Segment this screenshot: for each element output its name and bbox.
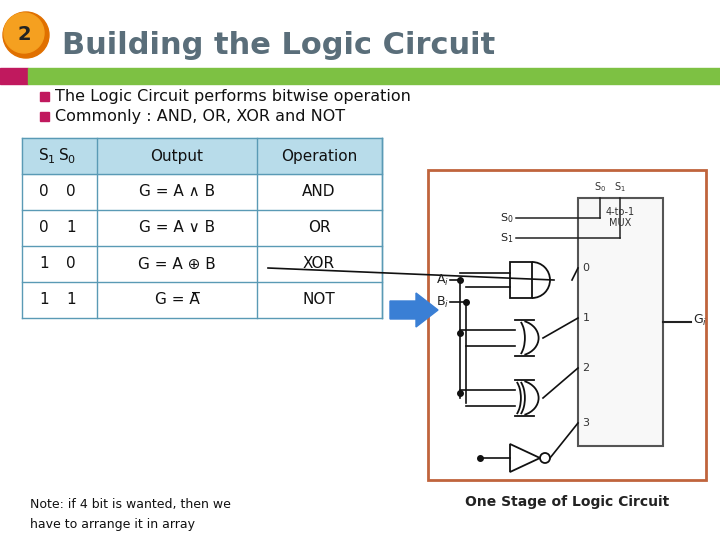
Text: 0: 0 bbox=[66, 256, 76, 272]
Text: 2: 2 bbox=[582, 363, 590, 373]
Text: XOR: XOR bbox=[303, 256, 335, 272]
Text: 1: 1 bbox=[66, 220, 76, 235]
Text: The Logic Circuit performs bitwise operation: The Logic Circuit performs bitwise opera… bbox=[55, 90, 411, 105]
Text: 1: 1 bbox=[39, 256, 49, 272]
Text: 0: 0 bbox=[66, 185, 76, 199]
Text: G = A ∨ B: G = A ∨ B bbox=[139, 220, 215, 235]
Text: 0: 0 bbox=[39, 220, 49, 235]
Text: Output: Output bbox=[150, 148, 204, 164]
FancyArrow shape bbox=[390, 293, 438, 327]
Text: A$_i$: A$_i$ bbox=[436, 273, 449, 287]
Text: 3: 3 bbox=[582, 418, 590, 428]
Circle shape bbox=[3, 12, 49, 58]
Text: Note: if 4 bit is wanted, then we
have to arrange it in array: Note: if 4 bit is wanted, then we have t… bbox=[30, 498, 231, 531]
Text: S$_1$: S$_1$ bbox=[614, 180, 626, 194]
Text: S$_0$: S$_0$ bbox=[500, 211, 513, 225]
Text: 0: 0 bbox=[582, 263, 590, 273]
Text: 1: 1 bbox=[39, 293, 49, 307]
Text: 4-to-1: 4-to-1 bbox=[606, 207, 635, 217]
Text: G = A̅: G = A̅ bbox=[155, 293, 199, 307]
Text: S$_1$: S$_1$ bbox=[500, 231, 513, 245]
Text: OR: OR bbox=[307, 220, 330, 235]
Bar bbox=[428, 170, 706, 480]
Text: 1: 1 bbox=[66, 293, 76, 307]
Text: 1: 1 bbox=[48, 155, 55, 165]
Text: 0: 0 bbox=[68, 155, 74, 165]
Bar bbox=[22, 138, 382, 174]
Bar bbox=[40, 92, 49, 101]
Text: One Stage of Logic Circuit: One Stage of Logic Circuit bbox=[465, 495, 669, 509]
Text: G$_i$: G$_i$ bbox=[693, 313, 707, 328]
Bar bbox=[0, 68, 28, 84]
Text: NOT: NOT bbox=[302, 293, 336, 307]
Bar bbox=[40, 112, 49, 121]
Bar bbox=[28, 68, 720, 84]
Text: Building the Logic Circuit: Building the Logic Circuit bbox=[62, 31, 495, 60]
Text: G = A ∧ B: G = A ∧ B bbox=[139, 185, 215, 199]
Text: 1: 1 bbox=[582, 313, 590, 323]
Text: MUX: MUX bbox=[609, 218, 631, 228]
Text: 0: 0 bbox=[39, 185, 49, 199]
Text: S: S bbox=[59, 148, 69, 164]
Text: AND: AND bbox=[302, 185, 336, 199]
Text: B$_i$: B$_i$ bbox=[436, 294, 449, 309]
Text: Operation: Operation bbox=[281, 148, 357, 164]
Text: S$_0$: S$_0$ bbox=[594, 180, 606, 194]
Text: Commonly : AND, OR, XOR and NOT: Commonly : AND, OR, XOR and NOT bbox=[55, 110, 345, 125]
Circle shape bbox=[4, 13, 44, 53]
Text: 2: 2 bbox=[17, 25, 31, 44]
Text: S: S bbox=[39, 148, 49, 164]
Bar bbox=[578, 198, 663, 446]
Bar bbox=[510, 262, 532, 298]
Text: G = A ⊕ B: G = A ⊕ B bbox=[138, 256, 216, 272]
